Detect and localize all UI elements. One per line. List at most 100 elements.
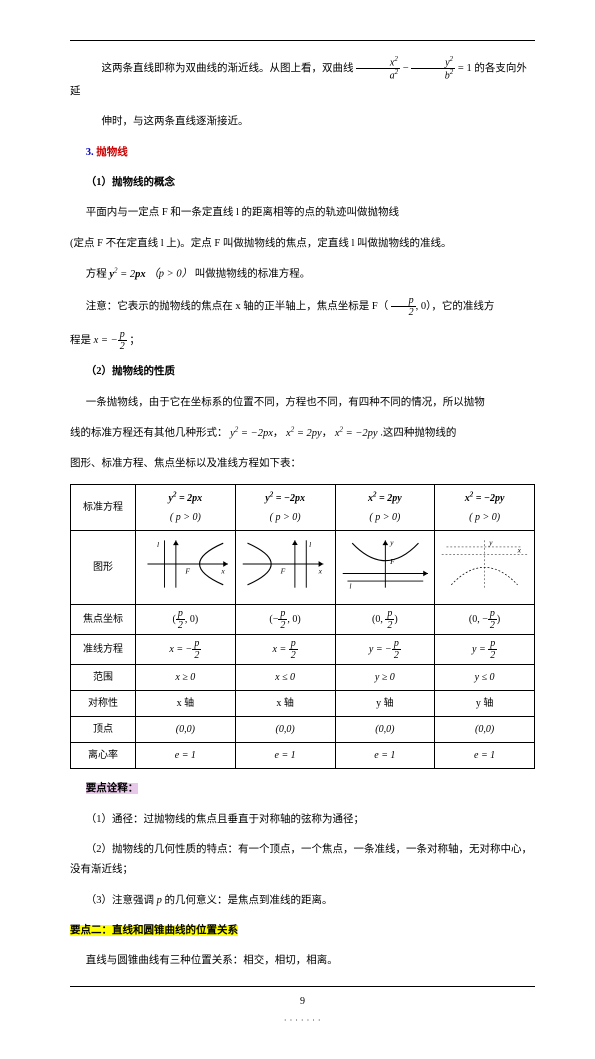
sub-heading: （2）抛物线的性质 bbox=[86, 366, 175, 377]
cell: y = p2 bbox=[435, 634, 535, 664]
cell-label: 范围 bbox=[71, 664, 136, 690]
text: 叫做抛物线的标准方程。 bbox=[195, 269, 311, 280]
table-row-symmetry: 对称性 x 轴 x 轴 y 轴 y 轴 bbox=[71, 690, 535, 716]
p31-note1: 注意：它表示的抛物线的焦点在 x 轴的正半轴上，焦点坐标是 F（ p2, 0），… bbox=[70, 295, 535, 318]
cell: (0, −p2) bbox=[435, 604, 535, 634]
table-row-header: 标准方程 y2 = 2px( p > 0) y2 = −2px( p > 0) … bbox=[71, 485, 535, 530]
text: 程是 bbox=[70, 335, 94, 346]
sub-32: （2）抛物线的性质 bbox=[70, 362, 535, 382]
sub-heading: （1）抛物线的概念 bbox=[86, 177, 175, 188]
graph-right: F l x bbox=[136, 530, 236, 604]
cell: y ≥ 0 bbox=[335, 664, 435, 690]
svg-text:F: F bbox=[279, 566, 285, 575]
text: ； bbox=[129, 335, 140, 346]
cell: e = 1 bbox=[335, 742, 435, 768]
cell-stdeq: 标准方程 bbox=[71, 485, 136, 530]
parabola-table: 标准方程 y2 = 2px( p > 0) y2 = −2px( p > 0) … bbox=[70, 484, 535, 768]
cell: y ≤ 0 bbox=[435, 664, 535, 690]
cell: x = −p2 bbox=[136, 634, 236, 664]
cond: ( p > 0) bbox=[170, 512, 201, 523]
p31-2: (定点 F 不在定直线 l 上)。定点 F 叫做抛物线的焦点，定直线 l 叫做抛… bbox=[70, 234, 535, 254]
table-row-range: 范围 x ≥ 0 x ≤ 0 y ≥ 0 y ≤ 0 bbox=[71, 664, 535, 690]
sub-31: （1）抛物线的概念 bbox=[70, 173, 535, 193]
cell: (−p2, 0) bbox=[235, 604, 335, 634]
section-number: 3. bbox=[86, 147, 94, 158]
cell: (p2, 0) bbox=[136, 604, 236, 634]
svg-text:x: x bbox=[220, 566, 225, 575]
table-row-directrix: 准线方程 x = −p2 x = p2 y = −p2 y = p2 bbox=[71, 634, 535, 664]
keypoint-1: （1）通径：过抛物线的焦点且垂直于对称轴的弦称为通径； bbox=[70, 810, 535, 830]
graph-left: F l x bbox=[235, 530, 335, 604]
svg-text:F: F bbox=[184, 566, 190, 575]
keypoint-3: （3）注意强调 p 的几何意义：是焦点到准线的距离。 bbox=[70, 891, 535, 911]
parabola-icon: F l x bbox=[238, 534, 333, 594]
page-footer: 9 · · · · · · · bbox=[70, 986, 535, 1028]
text: （p > 0） bbox=[148, 269, 192, 280]
cell: x 轴 bbox=[235, 690, 335, 716]
text: 方程 bbox=[86, 269, 110, 280]
graph-down: y x bbox=[435, 530, 535, 604]
asymptote-text-2: 伸时，与这两条直线逐渐接近。 bbox=[70, 112, 535, 132]
svg-text:l: l bbox=[309, 540, 311, 549]
svg-text:x: x bbox=[517, 545, 522, 554]
p31-3: 方程 y2 = 2px （p > 0） 叫做抛物线的标准方程。 bbox=[70, 264, 535, 284]
table-row-eccentricity: 离心率 e = 1 e = 1 e = 1 e = 1 bbox=[71, 742, 535, 768]
text: 注意：它表示的抛物线的焦点在 x 轴的正半轴上，焦点坐标是 F（ bbox=[86, 301, 388, 312]
p31-1: 平面内与一定点 F 和一条定直线 l 的距离相等的点的轨迹叫做抛物线 bbox=[70, 203, 535, 223]
cond: ( p > 0) bbox=[369, 512, 400, 523]
cell-label: 离心率 bbox=[71, 742, 136, 768]
text: , 0），它的准线方 bbox=[416, 301, 495, 312]
cell: y 轴 bbox=[335, 690, 435, 716]
cell: x2 = −2py( p > 0) bbox=[435, 485, 535, 530]
cell: x ≥ 0 bbox=[136, 664, 236, 690]
asymptote-text: 这两条直线即称为双曲线的渐近线。从图上看，双曲线 x2a2 − y2b2 = 1… bbox=[70, 56, 535, 102]
section-title: 抛物线 bbox=[96, 147, 128, 158]
svg-text:l: l bbox=[349, 581, 351, 590]
parabola-icon: F l x bbox=[138, 534, 233, 594]
highlight-text: 要点二：直线和圆锥曲线的位置关系 bbox=[70, 925, 238, 936]
cell: x2 = 2py( p > 0) bbox=[335, 485, 435, 530]
p31-note2: 程是 x = −p2 ； bbox=[70, 329, 535, 352]
cell-label: 焦点坐标 bbox=[71, 604, 136, 634]
cell: y = −p2 bbox=[335, 634, 435, 664]
text: 这两条直线即称为双曲线的渐近线。从图上看，双曲线 bbox=[102, 63, 357, 74]
cell: y 轴 bbox=[435, 690, 535, 716]
keypoint-2: （2）抛物线的几何性质的特点：有一个顶点，一个焦点，一条准线，一条对称轴，无对称… bbox=[70, 840, 535, 880]
parabola-icon: y x bbox=[437, 534, 532, 594]
text: 线的标准方程还有其他几种形式： bbox=[70, 428, 228, 439]
table-row-focus: 焦点坐标 (p2, 0) (−p2, 0) (0, p2) (0, −p2) bbox=[71, 604, 535, 634]
cell-label: 顶点 bbox=[71, 716, 136, 742]
cell: y2 = 2px( p > 0) bbox=[136, 485, 236, 530]
cond: ( p > 0) bbox=[469, 512, 500, 523]
cell-label: 准线方程 bbox=[71, 634, 136, 664]
svg-text:x: x bbox=[317, 566, 322, 575]
text: .这四种抛物线的 bbox=[380, 428, 456, 439]
p32-3: 图形、标准方程、焦点坐标以及准线方程如下表： bbox=[70, 454, 535, 474]
cell: e = 1 bbox=[235, 742, 335, 768]
cell-label: 图形 bbox=[71, 530, 136, 604]
cell: (0, p2) bbox=[335, 604, 435, 634]
top-rule bbox=[70, 40, 535, 41]
table-row-graph: 图形 F l x F l bbox=[71, 530, 535, 604]
svg-text:l: l bbox=[157, 540, 159, 549]
section-3-heading: 3. 抛物线 bbox=[70, 143, 535, 163]
keypoint-label: 要点诠释： bbox=[70, 779, 535, 799]
page-number: 9 bbox=[70, 992, 535, 1011]
cell: (0,0) bbox=[235, 716, 335, 742]
cell: (0,0) bbox=[136, 716, 236, 742]
cell-label: 对称性 bbox=[71, 690, 136, 716]
section-b-heading: 要点二：直线和圆锥曲线的位置关系 bbox=[70, 921, 535, 941]
cell: (0,0) bbox=[335, 716, 435, 742]
cell: x ≤ 0 bbox=[235, 664, 335, 690]
cell: (0,0) bbox=[435, 716, 535, 742]
cell: y2 = −2px( p > 0) bbox=[235, 485, 335, 530]
svg-text:y: y bbox=[389, 538, 394, 547]
cell: x 轴 bbox=[136, 690, 236, 716]
p32-2: 线的标准方程还有其他几种形式： y2 = −2px， x2 = 2py， x2 … bbox=[70, 423, 535, 443]
highlight-text: 要点诠释： bbox=[86, 783, 139, 794]
svg-text:F: F bbox=[389, 557, 395, 566]
p32-1: 一条抛物线，由于它在坐标系的位置不同，方程也不同，有四种不同的情况，所以抛物 bbox=[70, 393, 535, 413]
cell: e = 1 bbox=[435, 742, 535, 768]
section-b-text: 直线与圆锥曲线有三种位置关系：相交，相切，相离。 bbox=[70, 951, 535, 971]
graph-up: F l y bbox=[335, 530, 435, 604]
